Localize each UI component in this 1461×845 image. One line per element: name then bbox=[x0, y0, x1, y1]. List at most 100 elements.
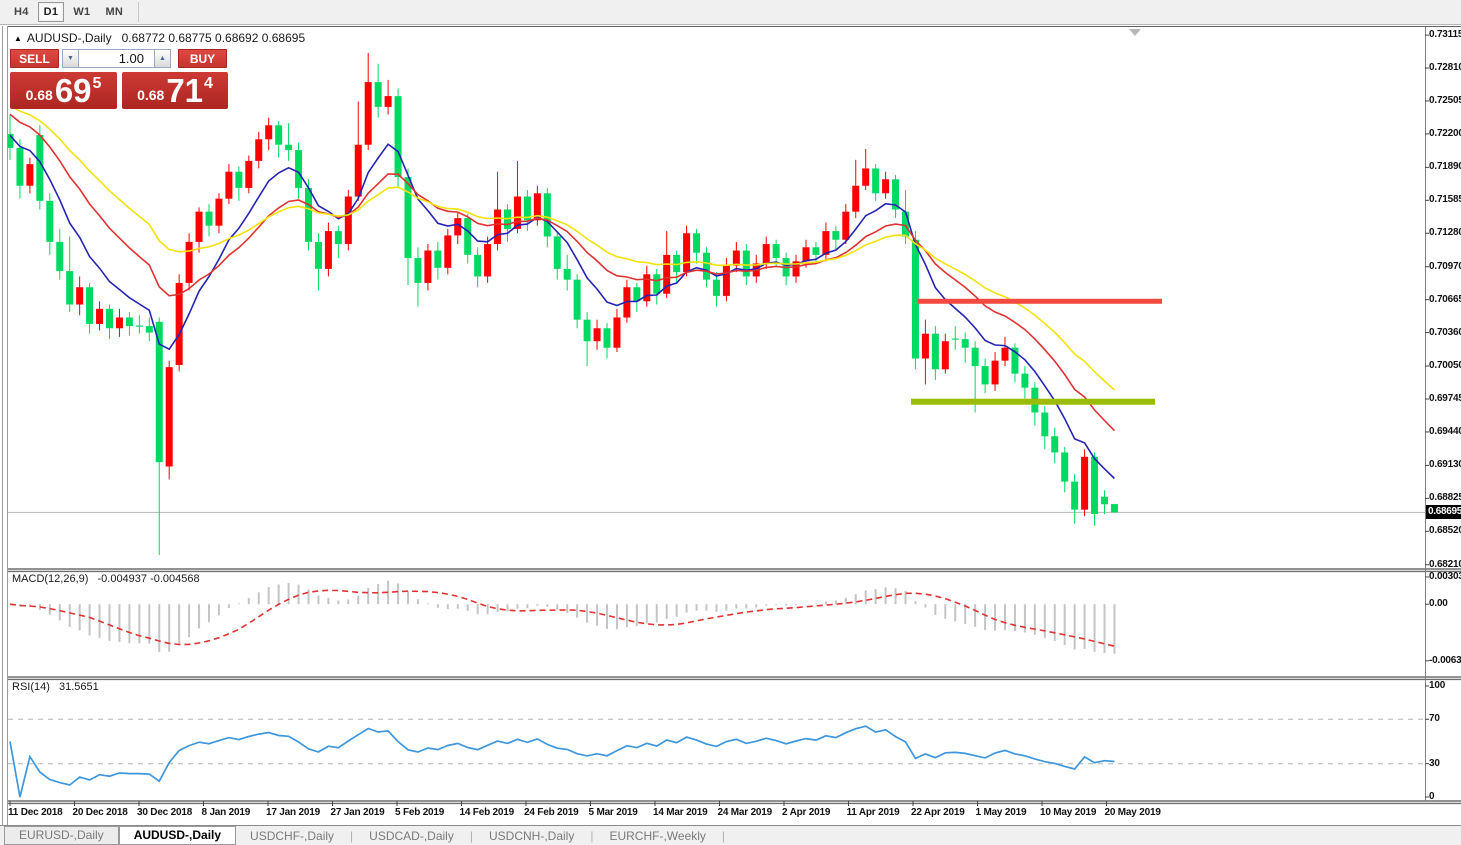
date-tick-label: 8 Jan 2019 bbox=[201, 807, 251, 818]
tab-usdcad-daily[interactable]: USDCAD-,Daily bbox=[369, 828, 454, 843]
sell-price-big: 69 bbox=[54, 72, 92, 109]
date-tick-label: 5 Mar 2019 bbox=[588, 807, 638, 818]
date-tick-label: 20 May 2019 bbox=[1104, 807, 1161, 818]
rsi-line bbox=[9, 725, 1115, 798]
date-tick-label: 2 Apr 2019 bbox=[782, 807, 831, 818]
price-tick-label: 0.69130 bbox=[1429, 459, 1461, 471]
candles-group bbox=[8, 52, 1118, 556]
price-tick-label: 0.72505 bbox=[1429, 94, 1461, 106]
price-tick-label: 0.73115 bbox=[1429, 29, 1461, 41]
timeframe-button-d1[interactable]: D1 bbox=[37, 2, 65, 22]
macd-histogram bbox=[18, 580, 1116, 654]
price-tick-label: 0.70665 bbox=[1429, 293, 1461, 305]
ma-fast-blue-line[interactable] bbox=[9, 134, 1116, 480]
date-tick-label: 24 Feb 2019 bbox=[524, 807, 579, 818]
ma-medium-red-line[interactable] bbox=[9, 113, 1116, 432]
buy-button[interactable]: BUY bbox=[178, 49, 227, 68]
date-tick-label: 5 Feb 2019 bbox=[395, 807, 445, 818]
date-tick-label: 1 May 2019 bbox=[975, 807, 1027, 818]
price-tick-label: 0.71890 bbox=[1429, 161, 1461, 173]
macd-pane bbox=[9, 580, 1116, 654]
tab-separator: | bbox=[469, 828, 473, 843]
date-tick-label: 17 Jan 2019 bbox=[266, 807, 320, 818]
macd-values: -0.004937 -0.004568 bbox=[97, 573, 200, 585]
sell-button[interactable]: SELL bbox=[10, 49, 59, 68]
tab-usdcnh-daily[interactable]: USDCNH-,Daily bbox=[488, 828, 575, 843]
rsi-value: 31.5651 bbox=[58, 681, 99, 693]
sell-price-pip: 5 bbox=[92, 75, 102, 92]
volume-increase-button[interactable]: ▲ bbox=[154, 49, 171, 68]
tab-separator: | bbox=[350, 828, 354, 843]
resistance-line[interactable] bbox=[918, 298, 1162, 304]
one-click-trading-panel: SELL ▼ ▲ BUY 0.68 69 5 0.68 71 4 bbox=[10, 49, 228, 109]
rsi-label: RSI(14) 31.5651 bbox=[12, 681, 99, 693]
macd-tick-label: 0.00 bbox=[1429, 598, 1448, 610]
price-tick-label: 0.68210 bbox=[1429, 558, 1461, 570]
main-price-pane bbox=[8, 52, 1425, 556]
rsi-pane bbox=[8, 718, 1425, 798]
current-price-badge: 0.68695 bbox=[1426, 505, 1461, 520]
timeframe-button-w1[interactable]: W1 bbox=[73, 6, 91, 18]
price-tick-label: 0.70360 bbox=[1429, 326, 1461, 338]
support-line[interactable] bbox=[911, 398, 1155, 405]
date-tick-label: 11 Apr 2019 bbox=[846, 807, 900, 818]
sell-price-prefix: 0.68 bbox=[25, 87, 53, 103]
price-tick-label: 0.71280 bbox=[1429, 227, 1461, 239]
date-tick-label: 30 Dec 2018 bbox=[137, 807, 193, 818]
price-tick-label: 0.72810 bbox=[1429, 62, 1461, 74]
buy-price-big: 71 bbox=[166, 72, 204, 109]
tab-separator: | bbox=[590, 828, 594, 843]
date-tick-label: 24 Mar 2019 bbox=[717, 807, 773, 818]
macd-tick-label: 0.003035 bbox=[1429, 570, 1461, 582]
tab-eurusd-daily[interactable]: EURUSD-,Daily bbox=[4, 825, 119, 845]
macd-label: MACD(12,26,9) -0.004937 -0.004568 bbox=[12, 573, 200, 585]
rsi-name: RSI(14) bbox=[12, 681, 50, 693]
current-price-value: 0.68695 bbox=[1428, 506, 1461, 518]
price-tick-label: 0.70050 bbox=[1429, 360, 1461, 372]
date-tick-label: 10 May 2019 bbox=[1040, 807, 1097, 818]
buy-price-pip: 4 bbox=[204, 75, 213, 92]
rsi-tick-label: 100 bbox=[1429, 680, 1446, 691]
chart-tabs-bar: EURUSD-,Daily AUDUSD-,Daily USDCHF-,Daily |… bbox=[0, 825, 1461, 845]
chart-ohlc-values: 0.68772 0.68775 0.68692 0.68695 bbox=[121, 31, 306, 45]
toolbar-divider bbox=[138, 2, 140, 22]
sell-price-box[interactable]: 0.68 69 5 bbox=[10, 72, 117, 109]
date-tick-label: 14 Mar 2019 bbox=[653, 807, 708, 818]
price-tick-label: 0.68825 bbox=[1429, 492, 1461, 504]
buy-price-prefix: 0.68 bbox=[137, 87, 165, 103]
chart-title: ▲ AUDUSD-,Daily 0.68772 0.68775 0.68692 … bbox=[14, 31, 305, 45]
date-tick-label: 14 Feb 2019 bbox=[459, 807, 515, 818]
volume-decrease-button[interactable]: ▼ bbox=[62, 49, 79, 68]
price-tick-label: 0.70970 bbox=[1429, 260, 1461, 272]
rsi-tick-label: 0 bbox=[1429, 791, 1435, 802]
price-tick-label: 0.69440 bbox=[1429, 425, 1461, 437]
buy-price-box[interactable]: 0.68 71 4 bbox=[122, 72, 228, 109]
tab-audusd-daily[interactable]: AUDUSD-,Daily bbox=[118, 825, 237, 845]
chart-symbol-label: AUDUSD-,Daily bbox=[26, 31, 112, 45]
rsi-tick-label: 70 bbox=[1429, 713, 1440, 725]
chevron-down-icon: ▼ bbox=[67, 55, 74, 62]
tab-eurchf-weekly[interactable]: EURCHF-,Weekly bbox=[609, 828, 706, 843]
tab-usdchf-daily[interactable]: USDCHF-,Daily bbox=[250, 828, 335, 843]
price-tick-label: 0.68520 bbox=[1429, 525, 1461, 537]
date-tick-label: 11 Dec 2018 bbox=[8, 807, 63, 818]
volume-input[interactable] bbox=[79, 49, 154, 68]
symbol-marker-icon: ▲ bbox=[14, 33, 22, 43]
rsi-tick-label: 30 bbox=[1429, 757, 1440, 769]
chevron-up-icon: ▲ bbox=[159, 55, 166, 62]
macd-signal-line bbox=[9, 589, 1115, 647]
date-tick-label: 20 Dec 2018 bbox=[72, 807, 128, 818]
date-tick-label: 27 Jan 2019 bbox=[330, 807, 385, 818]
macd-name: MACD(12,26,9) bbox=[12, 573, 89, 585]
ma-slow-yellow-line[interactable] bbox=[9, 104, 1115, 391]
price-tick-label: 0.71585 bbox=[1429, 194, 1461, 206]
timeframe-toolbar: H4 D1 W1 MN bbox=[0, 0, 1461, 25]
tab-separator: | bbox=[721, 828, 726, 843]
timeframe-button-mn[interactable]: MN bbox=[105, 6, 124, 18]
date-tick-label: 22 Apr 2019 bbox=[911, 807, 965, 818]
scroll-to-end-marker-icon[interactable] bbox=[1129, 29, 1141, 36]
price-tick-label: 0.69745 bbox=[1429, 393, 1461, 404]
timeframe-button-h4[interactable]: H4 bbox=[14, 6, 29, 18]
